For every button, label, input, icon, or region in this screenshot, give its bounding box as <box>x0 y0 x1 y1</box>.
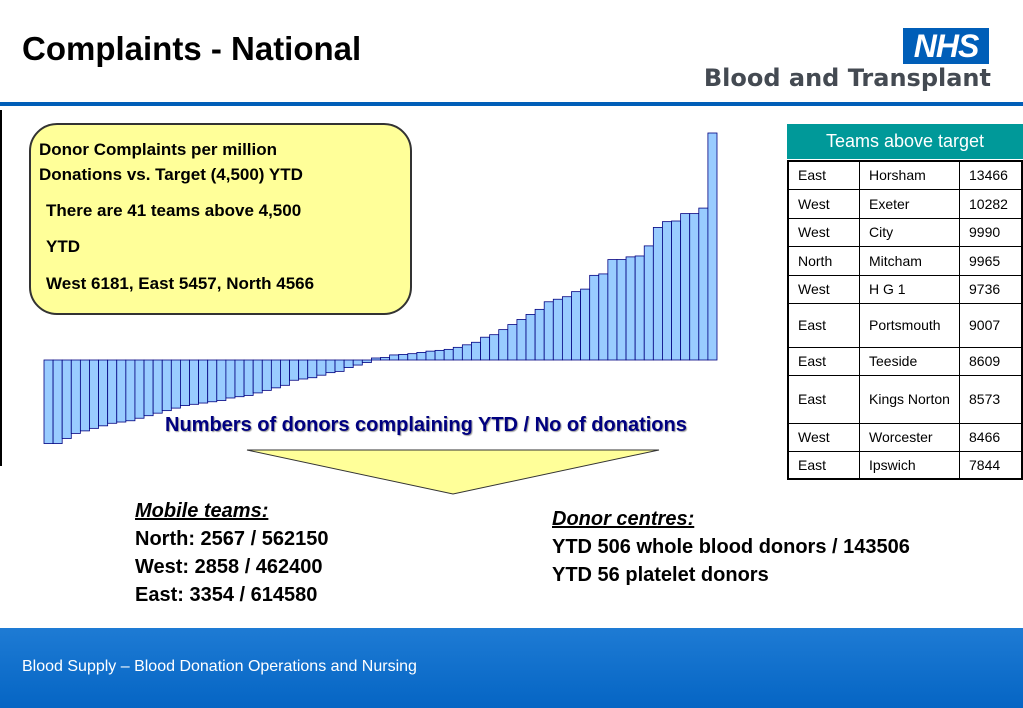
callout-line-4: YTD <box>46 237 80 256</box>
team-name: City <box>859 217 960 247</box>
donor-centres-line-1: YTD 506 whole blood donors / 143506 <box>552 536 910 558</box>
mobile-teams-heading: Mobile teams: <box>135 500 269 522</box>
table-row: West H G 1 9736 <box>787 274 1023 304</box>
team-region: West <box>787 422 860 452</box>
teams-table-header: Teams above target <box>787 124 1023 159</box>
team-value: 10282 <box>959 188 1023 219</box>
mobile-north: North: 2567 / 562150 <box>135 528 329 550</box>
mobile-teams-block: Mobile teams: North: 2567 / 562150 West:… <box>135 497 328 609</box>
team-value: 9736 <box>959 274 1023 304</box>
donor-centres-line-2: YTD 56 platelet donors <box>552 564 769 586</box>
mobile-west: West: 2858 / 462400 <box>135 556 323 578</box>
team-value: 9990 <box>959 217 1023 247</box>
table-row: East Teeside 8609 <box>787 346 1023 376</box>
table-row: West Exeter 10282 <box>787 188 1023 219</box>
team-value: 8573 <box>959 374 1023 424</box>
team-name: Worcester <box>859 422 960 452</box>
team-region: West <box>787 217 860 247</box>
table-row: West Worcester 8466 <box>787 422 1023 452</box>
logo-text: Blood and Transplant <box>703 64 991 92</box>
team-value: 9007 <box>959 302 1023 348</box>
page-title: Complaints - National <box>22 30 362 67</box>
team-value: 8609 <box>959 346 1023 376</box>
team-value: 13466 <box>959 160 1023 190</box>
team-name: Exeter <box>859 188 960 219</box>
chart-x-label: Numbers of donors complaining YTD / No o… <box>165 414 687 436</box>
callout-line-1: Donor Complaints per million <box>39 140 278 159</box>
team-value: 9965 <box>959 245 1023 276</box>
team-region: East <box>787 374 860 424</box>
table-row: East Portsmouth 9007 <box>787 302 1023 348</box>
header-divider <box>0 102 1023 106</box>
team-region: East <box>787 302 860 348</box>
team-region: North <box>787 245 860 276</box>
mobile-east: East: 3354 / 614580 <box>135 584 318 606</box>
team-name: Kings Norton <box>859 374 960 424</box>
footer-bar: Blood Supply – Blood Donation Operations… <box>0 628 1023 708</box>
team-name: H G 1 <box>859 274 960 304</box>
team-value: 7844 <box>959 450 1023 480</box>
callout-line-5: West 6181, East 5457, North 4566 <box>46 274 315 293</box>
table-row: West City 9990 <box>787 217 1023 247</box>
table-row: East Ipswich 7844 <box>787 450 1023 480</box>
team-region: East <box>787 160 860 190</box>
team-value: 8466 <box>959 422 1023 452</box>
chart-bar <box>707 132 718 361</box>
team-region: West <box>787 188 860 219</box>
nhs-logo-mark: NHS <box>903 28 989 64</box>
chart-bar <box>361 359 372 363</box>
team-region: East <box>787 450 860 480</box>
team-name: Mitcham <box>859 245 960 276</box>
chart-axis-line <box>0 110 2 466</box>
callout-line-2: Donations vs. Target (4,500) YTD <box>39 165 303 184</box>
donor-centres-heading: Donor centres: <box>552 508 695 530</box>
teams-above-target-table: Teams above target East Horsham 13466 We… <box>787 124 1023 480</box>
funnel-shape <box>246 449 660 495</box>
footer-text: Blood Supply – Blood Donation Operations… <box>22 658 417 675</box>
table-row: North Mitcham 9965 <box>787 245 1023 276</box>
table-row: East Kings Norton 8573 <box>787 374 1023 424</box>
team-region: East <box>787 346 860 376</box>
donor-centres-block: Donor centres: YTD 506 whole blood donor… <box>552 505 910 589</box>
callout-line-3: There are 41 teams above 4,500 <box>46 201 302 220</box>
team-name: Portsmouth <box>859 302 960 348</box>
team-name: Ipswich <box>859 450 960 480</box>
team-region: West <box>787 274 860 304</box>
summary-callout: Donor Complaints per million Donations v… <box>29 123 412 315</box>
team-name: Teeside <box>859 346 960 376</box>
nhs-blood-and-transplant-logo: NHS Blood and Transplant <box>700 28 995 96</box>
team-name: Horsham <box>859 160 960 190</box>
table-row: East Horsham 13466 <box>787 160 1023 190</box>
